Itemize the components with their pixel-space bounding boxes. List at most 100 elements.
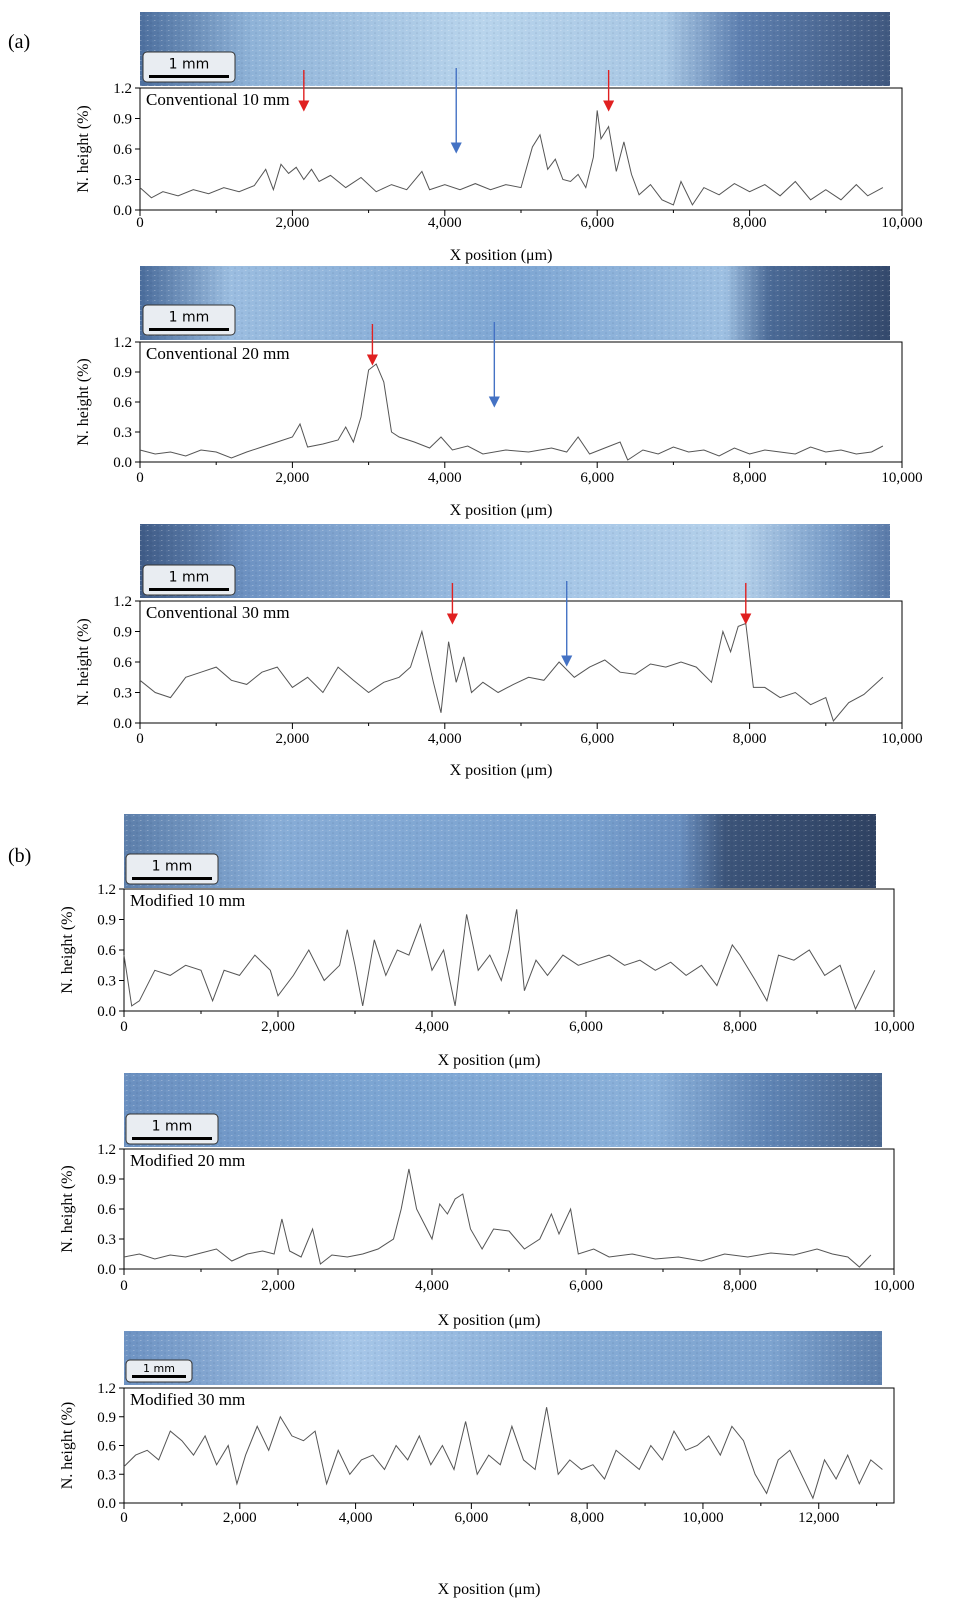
x-tick-label: 4,000 <box>428 470 462 486</box>
panel-label-a: (a) <box>8 31 30 53</box>
x-tick-label: 6,000 <box>580 470 614 486</box>
y-tick-label: 0.3 <box>113 173 132 189</box>
y-tick-label: 0.9 <box>113 625 132 641</box>
x-tick-label: 8,000 <box>570 1510 604 1526</box>
series-line <box>139 622 884 723</box>
scale-bar-line <box>149 588 229 591</box>
chart-3: 1 mm 0.0 0.3 0.6 0.9 1.2 0 2,000 4,000 6,000 8,000… <box>75 524 923 779</box>
y-tick-label: 0.0 <box>97 1496 116 1512</box>
y-tick-label: 1.2 <box>97 1381 116 1397</box>
scale-bar-label: 1 mm <box>169 57 210 73</box>
y-tick-label: 0.6 <box>97 943 116 959</box>
y-tick-label: 0.9 <box>97 1172 116 1188</box>
y-tick-label: 0.0 <box>97 1262 116 1278</box>
x-tick-label: 6,000 <box>580 215 614 231</box>
chart-6: 1 mm 0.0 0.3 0.6 0.9 1.2 0 2,000 4,000 6,000 8,000… <box>59 1331 895 1598</box>
micrograph-texture <box>124 814 876 888</box>
series-line <box>139 110 884 206</box>
x-axis-title: X position (μm) <box>450 762 553 779</box>
x-tick-label: 6,000 <box>580 731 614 747</box>
plot-frame <box>123 1387 895 1504</box>
x-tick-label: 4,000 <box>428 215 462 231</box>
y-axis-title: N. height (%) <box>59 1165 76 1253</box>
scale-bar-box <box>125 1113 219 1145</box>
scale-bar-label: 1 mm <box>143 1362 175 1375</box>
chart-2: 1 mm 0.0 0.3 0.6 0.9 1.2 0 2,000 4,000 6,000 8,000… <box>75 266 923 519</box>
x-tick-label: 10,000 <box>873 1019 914 1035</box>
x-tick-label: 8,000 <box>733 470 767 486</box>
x-tick-label: 8,000 <box>733 731 767 747</box>
y-tick-label: 0.6 <box>113 142 132 158</box>
plot-frame <box>123 1148 895 1270</box>
scale-bar-box <box>125 853 219 885</box>
chart-title: Conventional 10 mm <box>146 90 290 109</box>
x-tick-label: 0 <box>136 470 144 486</box>
scale-bar-line <box>132 877 212 880</box>
x-tick-label: 8,000 <box>723 1278 757 1294</box>
chart-5: 1 mm 0.0 0.3 0.6 0.9 1.2 0 2,000 4,000 6,000 8,000… <box>59 1073 915 1329</box>
x-tick-label: 10,000 <box>873 1278 914 1294</box>
series-line <box>123 1407 883 1500</box>
chart-title: Modified 30 mm <box>130 1390 245 1409</box>
x-tick-label: 2,000 <box>223 1510 257 1526</box>
y-tick-label: 0.0 <box>113 455 132 471</box>
chart-title: Modified 20 mm <box>130 1151 245 1170</box>
scale-bar-label: 1 mm <box>169 570 210 586</box>
series-line <box>139 363 884 461</box>
x-tick-label: 6,000 <box>454 1510 488 1526</box>
y-axis-title: N. height (%) <box>75 618 92 706</box>
series-line <box>123 1168 872 1268</box>
chart-title: Conventional 20 mm <box>146 344 290 363</box>
chart-1: 1 mm 0.0 0.3 0.6 0.9 1.2 0 2,000 4,000 6,000 8,000… <box>75 12 923 264</box>
x-tick-label: 8,000 <box>733 215 767 231</box>
plot-frame <box>139 600 903 724</box>
x-tick-label: 2,000 <box>261 1278 295 1294</box>
scale-bar-box <box>142 564 236 596</box>
x-tick-label: 0 <box>120 1019 128 1035</box>
x-tick-label: 10,000 <box>881 215 922 231</box>
x-axis-title: X position (μm) <box>450 502 553 519</box>
y-tick-label: 0.3 <box>97 974 116 990</box>
series-line <box>123 909 876 1011</box>
y-tick-label: 0.9 <box>97 1410 116 1426</box>
plot-frame <box>139 341 903 463</box>
y-tick-label: 0.6 <box>97 1202 116 1218</box>
y-tick-label: 0.3 <box>97 1232 116 1248</box>
x-tick-label: 10,000 <box>881 731 922 747</box>
x-tick-label: 10,000 <box>682 1510 723 1526</box>
scale-bar-label: 1 mm <box>169 310 210 326</box>
y-tick-label: 0.6 <box>113 395 132 411</box>
y-axis-title: N. height (%) <box>75 358 92 446</box>
y-tick-label: 0.3 <box>113 425 132 441</box>
y-tick-label: 0.9 <box>113 112 132 128</box>
y-tick-label: 0.6 <box>97 1439 116 1455</box>
scale-bar-line <box>149 75 229 78</box>
micrograph-texture <box>140 12 890 86</box>
y-tick-label: 0.9 <box>97 913 116 929</box>
chart-4: 1 mm 0.0 0.3 0.6 0.9 1.2 0 2,000 4,000 6,000 8,000… <box>59 814 915 1069</box>
y-tick-label: 1.2 <box>113 81 132 97</box>
y-axis-title: N. height (%) <box>59 1402 76 1490</box>
x-tick-label: 0 <box>136 215 144 231</box>
x-tick-label: 4,000 <box>415 1019 449 1035</box>
scale-bar-box <box>142 304 236 336</box>
y-axis-title: N. height (%) <box>75 105 92 193</box>
y-tick-label: 1.2 <box>113 594 132 610</box>
y-tick-label: 0.0 <box>97 1004 116 1020</box>
x-tick-label: 6,000 <box>569 1278 603 1294</box>
chart-title: Modified 10 mm <box>130 891 245 910</box>
scale-bar-line <box>132 1375 186 1378</box>
y-tick-label: 1.2 <box>97 1142 116 1158</box>
y-tick-label: 0.3 <box>97 1467 116 1483</box>
x-tick-label: 2,000 <box>276 215 310 231</box>
micrograph-texture <box>140 524 890 598</box>
micrograph-texture <box>124 1073 882 1147</box>
x-axis-title: X position (μm) <box>438 1581 541 1598</box>
x-tick-label: 2,000 <box>276 470 310 486</box>
x-tick-label: 0 <box>120 1510 128 1526</box>
chart-title: Conventional 30 mm <box>146 603 290 622</box>
scale-bar-label: 1 mm <box>152 859 193 875</box>
scale-bar-box <box>142 51 236 83</box>
x-tick-label: 10,000 <box>881 470 922 486</box>
x-axis-title: X position (μm) <box>450 247 553 264</box>
